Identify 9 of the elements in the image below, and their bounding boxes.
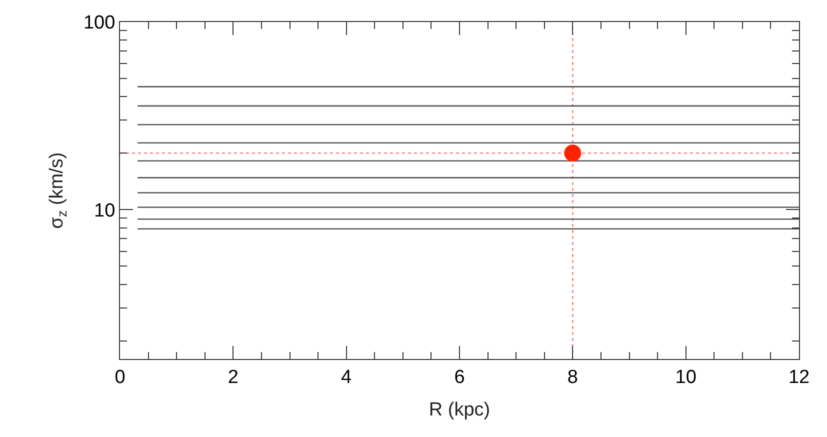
x-tick-label: 6 bbox=[454, 366, 465, 388]
x-tick-label: 8 bbox=[567, 366, 578, 388]
x-tick-label: 4 bbox=[341, 366, 352, 388]
x-tick-label: 10 bbox=[675, 366, 696, 388]
x-axis-title: R (kpc) bbox=[428, 400, 490, 421]
y-tick-label: 100 bbox=[83, 12, 116, 34]
x-tick-label: 2 bbox=[228, 366, 238, 388]
x-tick-label: 0 bbox=[114, 366, 126, 388]
x-tick-label: 12 bbox=[788, 366, 810, 388]
